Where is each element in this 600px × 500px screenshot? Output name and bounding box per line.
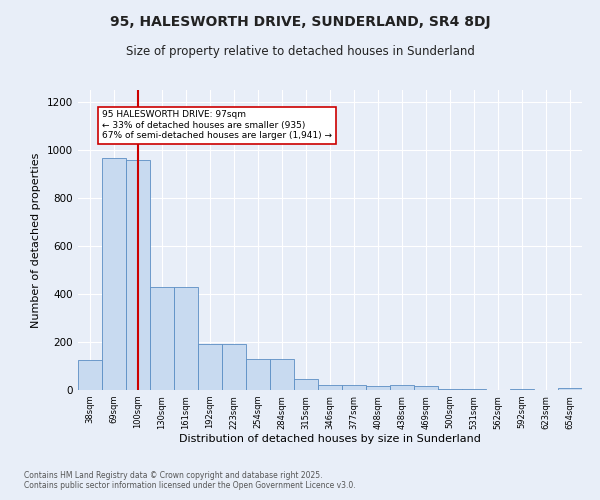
Text: 95 HALESWORTH DRIVE: 97sqm
← 33% of detached houses are smaller (935)
67% of sem: 95 HALESWORTH DRIVE: 97sqm ← 33% of deta… (102, 110, 332, 140)
Bar (366, 386, 390, 390)
Text: 95, HALESWORTH DRIVE, SUNDERLAND, SR4 8DJ: 95, HALESWORTH DRIVE, SUNDERLAND, SR4 8D… (110, 15, 490, 29)
Bar (510, 389, 534, 390)
Bar (198, 344, 222, 390)
Bar (174, 287, 198, 390)
Bar (78, 360, 102, 390)
Bar (414, 386, 438, 390)
Bar (246, 359, 270, 390)
Text: Size of property relative to detached houses in Sunderland: Size of property relative to detached ho… (125, 45, 475, 58)
Bar (318, 385, 342, 390)
Bar (294, 379, 318, 390)
Bar (102, 158, 126, 390)
Text: Contains HM Land Registry data © Crown copyright and database right 2025.
Contai: Contains HM Land Registry data © Crown c… (24, 470, 356, 490)
Bar (150, 287, 174, 390)
Bar (270, 359, 294, 390)
Bar (558, 388, 582, 390)
Bar (462, 389, 486, 390)
Bar (438, 389, 462, 390)
Bar (390, 385, 414, 390)
X-axis label: Distribution of detached houses by size in Sunderland: Distribution of detached houses by size … (179, 434, 481, 444)
Bar (222, 344, 246, 390)
Y-axis label: Number of detached properties: Number of detached properties (31, 152, 41, 328)
Bar (342, 385, 366, 390)
Bar (126, 160, 150, 390)
